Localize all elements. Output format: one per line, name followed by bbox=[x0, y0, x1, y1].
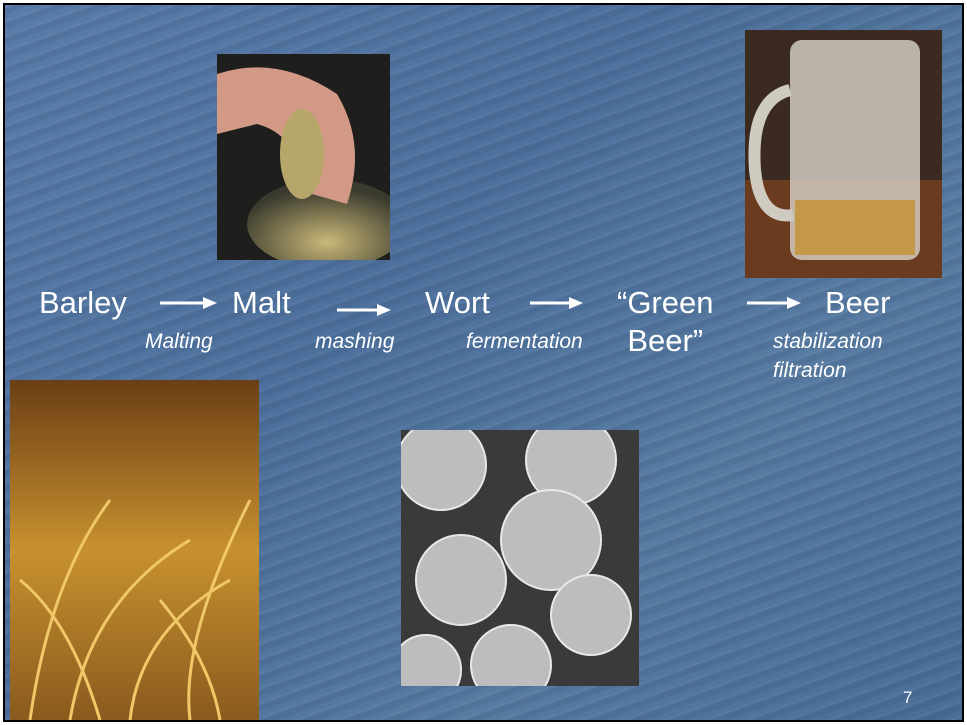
process-label-line: filtration bbox=[773, 356, 883, 385]
stage-label: Wort bbox=[425, 284, 490, 322]
process-label-line: mashing bbox=[315, 327, 394, 356]
stage-label-line: Beer bbox=[825, 284, 890, 322]
stage-label: Malt bbox=[232, 284, 291, 322]
page-number: 7 bbox=[903, 688, 912, 708]
stage-label: Barley bbox=[39, 284, 127, 322]
stage-label-line: “Green bbox=[617, 284, 713, 322]
process-label-line: Malting bbox=[145, 327, 213, 356]
stage-label-line: Wort bbox=[425, 284, 490, 322]
stage-label-line: Beer” bbox=[617, 322, 713, 360]
process-label: fermentation bbox=[466, 327, 583, 356]
page: 7 Barley Malt Wort “GreenBeer” Beer Malting ma… bbox=[0, 0, 967, 725]
stage-label-line: Barley bbox=[39, 284, 127, 322]
stage-label: Beer bbox=[825, 284, 890, 322]
process-label-line: fermentation bbox=[466, 327, 583, 356]
process-label-line: stabilization bbox=[773, 327, 883, 356]
stage-label-line: Malt bbox=[232, 284, 291, 322]
process-label: Malting bbox=[145, 327, 213, 356]
process-label: mashing bbox=[315, 327, 394, 356]
